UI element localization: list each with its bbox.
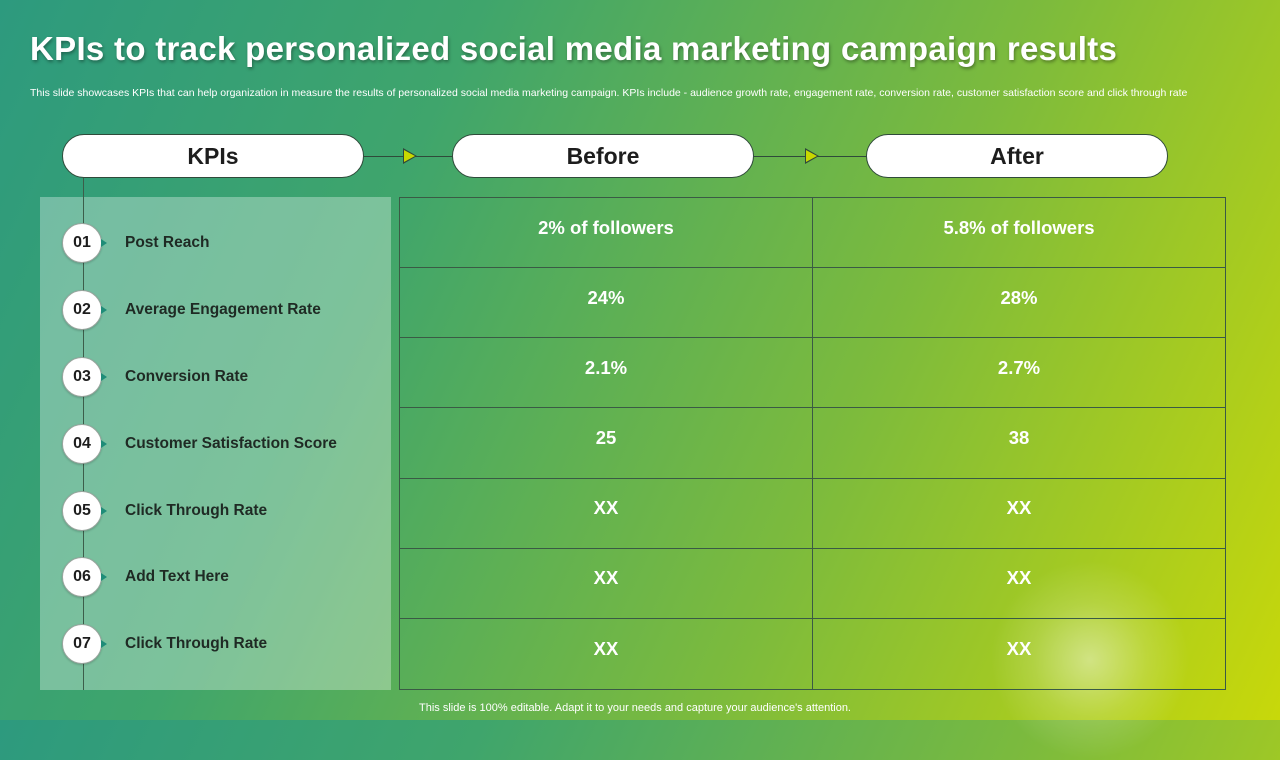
kpi-number-badge: 06	[62, 557, 102, 597]
kpi-label: Average Engagement Rate	[125, 301, 321, 318]
before-cell: XX	[400, 548, 813, 619]
after-cell: 5.8% of followers	[813, 198, 1225, 269]
after-cell: 28%	[813, 268, 1225, 339]
kpi-item: 03 Conversion Rate	[62, 356, 248, 398]
chevron-right-icon	[101, 239, 107, 247]
before-cell: 2.1%	[400, 338, 813, 409]
kpi-label: Add Text Here	[125, 568, 229, 585]
connector-arrow-1	[404, 150, 415, 162]
kpi-label: Click Through Rate	[125, 502, 268, 519]
kpi-item: 04 Customer Satisfaction Score	[62, 423, 337, 465]
after-cell: 2.7%	[813, 338, 1225, 409]
footer-text: This slide is 100% editable. Adapt it to…	[419, 702, 851, 714]
before-cell: XX	[400, 618, 813, 689]
footer-note: This slide is 100% editable. Adapt it to…	[0, 702, 1280, 714]
after-cell: 38	[813, 408, 1225, 479]
values-table: 2% of followers 5.8% of followers 24% 28…	[399, 197, 1226, 690]
kpi-item: 02 Average Engagement Rate	[62, 289, 321, 331]
page-subtitle: This slide showcases KPIs that can help …	[30, 87, 1188, 99]
chevron-right-icon	[101, 373, 107, 381]
header-before: Before	[452, 134, 754, 178]
chevron-right-icon	[101, 507, 107, 515]
kpi-number-badge: 02	[62, 290, 102, 330]
header-after: After	[866, 134, 1168, 178]
kpi-number-badge: 04	[62, 424, 102, 464]
kpi-label: Customer Satisfaction Score	[125, 435, 337, 452]
before-cell: 25	[400, 408, 813, 479]
kpi-item: 06 Add Text Here	[62, 556, 229, 598]
kpi-label: Conversion Rate	[125, 368, 249, 385]
chevron-right-icon	[101, 306, 107, 314]
before-cell: 2% of followers	[400, 198, 813, 269]
kpi-number-badge: 07	[62, 624, 102, 664]
chevron-right-icon	[101, 440, 107, 448]
kpi-number-badge: 03	[62, 357, 102, 397]
kpi-item: 07 Click Through Rate	[62, 623, 267, 665]
connector-arrow-2	[806, 150, 817, 162]
kpi-item: 01 Post Reach	[62, 222, 209, 264]
before-cell: 24%	[400, 268, 813, 339]
kpi-number-badge: 01	[62, 223, 102, 263]
kpi-label: Click Through Rate	[125, 635, 268, 652]
kpi-item: 05 Click Through Rate	[62, 490, 267, 532]
kpi-number-badge: 05	[62, 491, 102, 531]
header-kpis: KPIs	[62, 134, 364, 178]
after-cell: XX	[813, 479, 1225, 549]
chevron-right-icon	[101, 640, 107, 648]
page-title: KPIs to track personalized social media …	[30, 30, 1118, 67]
before-cell: XX	[400, 478, 813, 549]
after-cell: XX	[813, 549, 1225, 619]
kpi-label: Post Reach	[125, 234, 210, 251]
chevron-right-icon	[101, 573, 107, 581]
after-cell: XX	[1006, 637, 1032, 659]
